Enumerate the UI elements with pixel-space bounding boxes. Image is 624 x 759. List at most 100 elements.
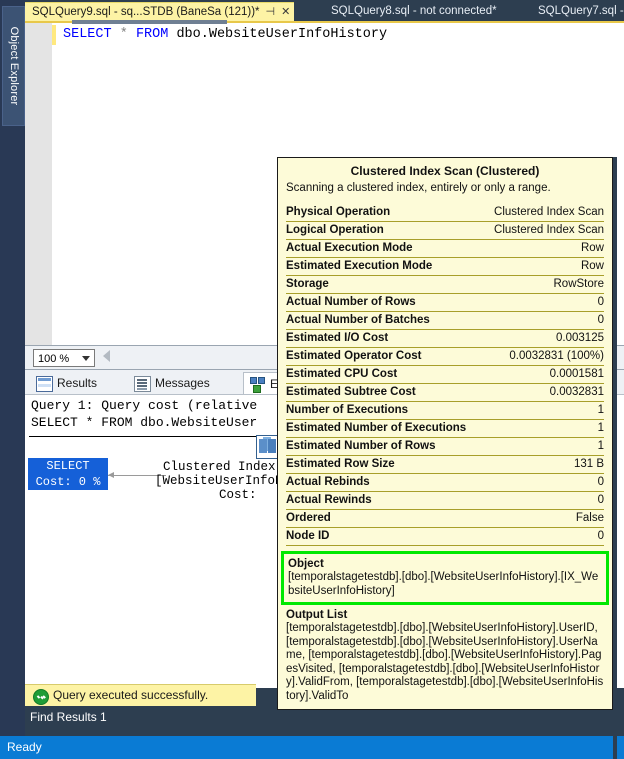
object-explorer-tab[interactable]: Object Explorer bbox=[2, 6, 25, 126]
tooltip-property-value: Row bbox=[580, 242, 604, 254]
zoom-level-value: 100 % bbox=[38, 353, 70, 365]
tooltip-property-key: Estimated Row Size bbox=[286, 458, 395, 470]
chevron-down-icon[interactable] bbox=[82, 356, 90, 361]
tooltip-property-key: Actual Rewinds bbox=[286, 494, 372, 506]
sql-keyword-select: SELECT bbox=[63, 27, 112, 42]
tab-sqlquery7[interactable]: SQLQuery7.sql - not bbox=[530, 2, 624, 21]
tooltip-property-key: Actual Execution Mode bbox=[286, 242, 413, 254]
tab-sqlquery7-label: SQLQuery7.sql - not bbox=[538, 5, 624, 17]
document-tab-bar: SQLQuery9.sql - sq...STDB (BaneSa (121))… bbox=[25, 0, 624, 22]
tooltip-property-row: Estimated Operator Cost 0.0032831 (100%) bbox=[286, 348, 604, 366]
tooltip-property-key: Physical Operation bbox=[286, 206, 391, 218]
object-explorer-label: Object Explorer bbox=[7, 26, 20, 106]
tooltip-property-key: Estimated Number of Executions bbox=[286, 422, 467, 434]
tooltip-property-value: Clustered Index Scan bbox=[494, 206, 604, 218]
tooltip-property-key: Estimated I/O Cost bbox=[286, 332, 389, 344]
tooltip-property-value: 1 bbox=[597, 422, 604, 434]
find-results-label: Find Results 1 bbox=[30, 710, 107, 724]
find-results-panel[interactable]: Find Results 1 bbox=[25, 706, 624, 730]
plan-node-select-label: SELECT bbox=[46, 459, 90, 473]
tooltip-property-value: 0 bbox=[597, 494, 604, 506]
tab-sqlquery9-label: SQLQuery9.sql - sq...STDB (BaneSa (121))… bbox=[32, 6, 260, 18]
plan-node-scan-line-2: [WebsiteUserInfoHis bbox=[155, 474, 298, 488]
zoom-level-combobox[interactable]: 100 % bbox=[33, 349, 95, 367]
editor-change-indicator bbox=[52, 25, 56, 45]
tooltip-property-row: Actual Rewinds 0 bbox=[286, 492, 604, 510]
editor-code-line[interactable]: SELECT * FROM dbo.WebsiteUserInfoHistory bbox=[63, 26, 387, 44]
plan-header-line-2: SELECT * FROM dbo.WebsiteUser bbox=[31, 415, 258, 430]
tooltip-property-row: Actual Number of Rows 0 bbox=[286, 294, 604, 312]
tooltip-property-key: Estimated Operator Cost bbox=[286, 350, 422, 362]
tooltip-title: Clustered Index Scan (Clustered) bbox=[350, 164, 540, 178]
tooltip-property-row: Estimated Subtree Cost 0.0032831 bbox=[286, 384, 604, 402]
tooltip-property-key: Actual Number of Rows bbox=[286, 296, 416, 308]
tooltip-object-section: Object [temporalstagetestdb].[dbo].[Webs… bbox=[281, 551, 609, 605]
success-check-icon bbox=[33, 689, 49, 705]
tooltip-property-row: Estimated I/O Cost 0.003125 bbox=[286, 330, 604, 348]
tooltip-property-key: Estimated Subtree Cost bbox=[286, 386, 416, 398]
tooltip-output-body: [temporalstagetestdb].[dbo].[WebsiteUser… bbox=[286, 622, 604, 702]
tooltip-property-key: Number of Executions bbox=[286, 404, 409, 416]
tooltip-property-value: 0.0001581 bbox=[549, 368, 604, 380]
tooltip-property-row: Storage RowStore bbox=[286, 276, 604, 294]
tooltip-property-row: Estimated Number of Executions 1 bbox=[286, 420, 604, 438]
plan-node-scan-line-3: Cost: bbox=[219, 488, 265, 502]
tooltip-property-row: Ordered False bbox=[286, 510, 604, 528]
execution-status-text: Query executed successfully. bbox=[53, 688, 209, 702]
tab-results-label: Results bbox=[57, 376, 98, 390]
editor-gutter bbox=[25, 23, 52, 345]
object-explorer-strip: Object Explorer bbox=[0, 0, 25, 736]
tab-messages-label: Messages bbox=[155, 376, 210, 390]
sql-keyword-from: FROM bbox=[135, 27, 169, 42]
tooltip-description: Scanning a clustered index, entirely or … bbox=[286, 182, 551, 194]
tooltip-property-row: Actual Execution Mode Row bbox=[286, 240, 604, 258]
find-results-selection-bar bbox=[72, 20, 227, 24]
tooltip-property-value: 131 B bbox=[573, 458, 604, 470]
tooltip-property-row: Logical Operation Clustered Index Scan bbox=[286, 222, 604, 240]
tooltip-property-value: 0 bbox=[597, 530, 604, 542]
pin-icon[interactable]: ⊣ bbox=[265, 6, 276, 18]
message-icon bbox=[134, 376, 151, 392]
tooltip-output-title: Output List bbox=[286, 609, 348, 621]
tooltip-property-row: Node ID 0 bbox=[286, 528, 604, 546]
tooltip-property-list: Physical Operation Clustered Index Scan Lo… bbox=[286, 204, 604, 546]
tooltip-property-value: 0 bbox=[597, 296, 604, 308]
tooltip-property-key: Actual Number of Batches bbox=[286, 314, 430, 326]
scroll-left-arrow-icon[interactable] bbox=[103, 350, 110, 362]
tooltip-property-row: Actual Rebinds 0 bbox=[286, 474, 604, 492]
tooltip-property-key: Estimated Execution Mode bbox=[286, 260, 433, 272]
operator-tooltip: Clustered Index Scan (Clustered) Scannin… bbox=[277, 157, 613, 710]
tab-messages[interactable]: Messages bbox=[129, 372, 220, 394]
tab-sqlquery9[interactable]: SQLQuery9.sql - sq...STDB (BaneSa (121))… bbox=[25, 2, 295, 22]
tab-results[interactable]: Results bbox=[31, 372, 107, 394]
tooltip-property-row: Number of Executions 1 bbox=[286, 402, 604, 420]
tooltip-property-key: Estimated Number of Rows bbox=[286, 440, 436, 452]
tooltip-output-section: Output List [temporalstagetestdb].[dbo].… bbox=[286, 608, 604, 709]
tooltip-property-value: 0.0032831 (100%) bbox=[509, 350, 604, 362]
tooltip-property-value: 0.003125 bbox=[556, 332, 604, 344]
tooltip-property-value: 1 bbox=[597, 440, 604, 452]
tooltip-property-value: Row bbox=[580, 260, 604, 272]
tooltip-property-value: 0.0032831 bbox=[549, 386, 604, 398]
tooltip-property-row: Estimated Row Size 131 B bbox=[286, 456, 604, 474]
tooltip-property-value: 1 bbox=[597, 404, 604, 416]
tooltip-property-row: Actual Number of Batches 0 bbox=[286, 312, 604, 330]
status-bar: Ready bbox=[0, 736, 624, 759]
execution-plan-icon bbox=[249, 377, 265, 393]
grid-icon bbox=[36, 376, 53, 392]
tab-sqlquery8-label: SQLQuery8.sql - not connected* bbox=[331, 5, 497, 17]
tooltip-property-value: 0 bbox=[597, 476, 604, 488]
tooltip-property-key: Node ID bbox=[286, 530, 330, 542]
tab-sqlquery8[interactable]: SQLQuery8.sql - not connected* bbox=[323, 2, 505, 21]
tooltip-property-row: Estimated Number of Rows 1 bbox=[286, 438, 604, 456]
execution-status-strip: Query executed successfully. bbox=[25, 684, 256, 707]
sql-operator-star: * bbox=[119, 27, 128, 42]
tooltip-property-value: 0 bbox=[597, 314, 604, 326]
plan-connector-arrow bbox=[108, 472, 166, 478]
plan-node-select-cost: Cost: 0 % bbox=[35, 475, 101, 489]
tooltip-object-title: Object bbox=[288, 558, 324, 570]
close-icon[interactable]: ✕ bbox=[281, 6, 291, 18]
tooltip-property-key: Estimated CPU Cost bbox=[286, 368, 398, 380]
tab-bar-underline bbox=[25, 21, 624, 23]
